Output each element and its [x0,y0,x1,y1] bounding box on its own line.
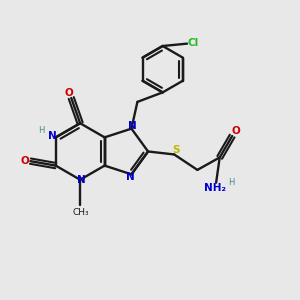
Text: O: O [231,126,240,136]
Text: NH₂: NH₂ [204,183,226,193]
Text: N: N [128,121,136,131]
Text: N: N [126,172,134,182]
Text: N: N [48,131,56,141]
Text: CH₃: CH₃ [72,208,89,217]
Text: Cl: Cl [188,38,199,48]
Text: O: O [20,156,29,166]
Text: H: H [38,126,45,135]
Text: H: H [228,178,235,187]
Text: S: S [172,145,180,155]
Text: N: N [77,175,86,185]
Text: O: O [64,88,73,98]
